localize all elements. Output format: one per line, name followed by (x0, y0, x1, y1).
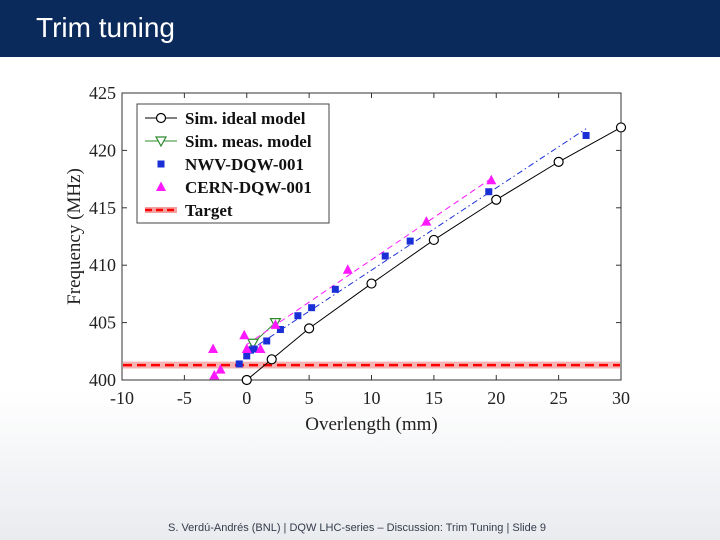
footer-authors: S. Verdú-Andrés (BNL) | DQW LHC-series –… (168, 522, 510, 534)
data-point-cern-dqw-001 (486, 174, 497, 185)
legend-marker-sim-ideal-model (155, 112, 167, 124)
target-band (123, 361, 620, 369)
data-point-cern-dqw-001 (215, 364, 226, 374)
x-tick-label: -5 (177, 388, 192, 408)
y-tick-label: 400 (89, 370, 116, 390)
legend-label-sim-ideal-model: Sim. ideal model (185, 109, 306, 128)
legend-marker-sim-meas-model (154, 136, 168, 148)
data-point-nwv-dqw-001 (243, 352, 251, 360)
data-point-nwv-dqw-001 (308, 304, 316, 312)
frequency-vs-overlength-chart: -10 -5 0 5 10 15 20 25 30 400 405 410 415 420 425 Overl… (64, 83, 630, 435)
title-bar: Trim tuning (0, 0, 720, 57)
data-point-nwv-dqw-001 (235, 360, 243, 368)
legend-label-nwv-dqw-001: NWV-DQW-001 (185, 155, 304, 174)
y-tick-label: 420 (89, 140, 116, 160)
data-point-nwv-dqw-001 (582, 131, 590, 139)
data-point-sim-ideal-model (553, 156, 564, 167)
data-point-cern-dqw-001 (342, 264, 353, 274)
data-point-sim-ideal-model (304, 323, 315, 334)
y-axis-label: Frequency (MHz) (64, 168, 85, 305)
data-point-nwv-dqw-001 (276, 325, 284, 333)
x-tick-label: -10 (110, 388, 134, 408)
data-point-cern-dqw-001 (270, 319, 281, 329)
data-point-nwv-dqw-001 (250, 345, 258, 353)
legend-label-cern-dqw-001: CERN-DQW-001 (185, 178, 312, 197)
data-point-nwv-dqw-001 (406, 237, 414, 245)
legend-label-sim-meas-model: Sim. meas. model (185, 132, 312, 151)
data-point-sim-ideal-model (491, 194, 502, 205)
legend-label-target: Target (185, 201, 233, 220)
y-tick-label: 425 (89, 83, 116, 103)
x-tick-label: 15 (425, 388, 443, 408)
footer-slide-number: 9 (539, 522, 547, 534)
data-point-cern-dqw-001 (239, 329, 250, 340)
data-point-cern-dqw-001 (208, 343, 219, 354)
x-tick-label: 0 (242, 388, 251, 408)
y-tick-label: 405 (89, 313, 116, 333)
slide-footer: S. Verdú-Andrés (BNL) | DQW LHC-series –… (168, 522, 546, 534)
legend-marker-nwv-dqw-001 (157, 160, 165, 168)
data-point-sim-ideal-model (266, 354, 277, 365)
data-point-nwv-dqw-001 (485, 188, 493, 196)
data-point-cern-dqw-001 (255, 343, 266, 354)
x-tick-label: 25 (550, 388, 568, 408)
data-point-nwv-dqw-001 (381, 252, 389, 260)
x-tick-label: 30 (612, 388, 630, 408)
data-point-cern-dqw-001 (241, 343, 252, 354)
data-point-nwv-dqw-001 (246, 346, 254, 354)
data-point-sim-ideal-model (615, 122, 627, 133)
x-tick-label: 5 (305, 388, 314, 408)
data-point-cern-dqw-001 (421, 216, 432, 226)
footer-slide-label: Slide (512, 522, 537, 534)
data-point-cern-dqw-001 (209, 369, 220, 380)
series-line-nwv-dqw-001 (246, 128, 587, 353)
y-tick-label: 415 (89, 198, 116, 218)
legend-box (136, 103, 330, 224)
legend-marker-cern-dqw-001 (156, 181, 166, 191)
y-tick-label: 410 (89, 255, 116, 275)
slide-title: Trim tuning (36, 12, 176, 43)
x-axis-label: Overlength (mm) (305, 414, 437, 435)
data-point-nwv-dqw-001 (331, 285, 339, 293)
data-point-sim-ideal-model (241, 374, 252, 386)
data-point-sim-ideal-model (428, 234, 439, 246)
data-point-sim-meas-model (246, 338, 260, 350)
data-point-nwv-dqw-001 (294, 312, 302, 320)
data-point-sim-ideal-model (366, 278, 377, 289)
data-point-nwv-dqw-001 (263, 337, 271, 345)
x-tick-label: 20 (487, 388, 505, 408)
x-tick-label: 10 (363, 388, 381, 408)
series-line-ideal-model (246, 127, 622, 381)
